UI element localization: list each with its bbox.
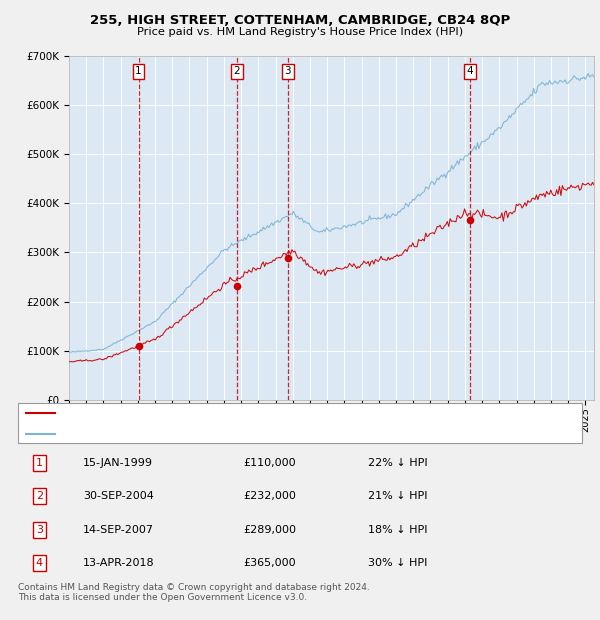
- Text: HPI: Average price, detached house, South Cambridgeshire: HPI: Average price, detached house, Sout…: [60, 430, 356, 440]
- Text: 30-SEP-2004: 30-SEP-2004: [83, 492, 154, 502]
- FancyBboxPatch shape: [18, 403, 582, 443]
- Text: 1: 1: [135, 66, 142, 76]
- Text: Contains HM Land Registry data © Crown copyright and database right 2024.: Contains HM Land Registry data © Crown c…: [18, 583, 370, 592]
- Text: 15-JAN-1999: 15-JAN-1999: [83, 458, 153, 468]
- Text: 21% ↓ HPI: 21% ↓ HPI: [368, 492, 427, 502]
- Text: 13-APR-2018: 13-APR-2018: [83, 558, 154, 568]
- Text: 30% ↓ HPI: 30% ↓ HPI: [368, 558, 427, 568]
- Text: 3: 3: [284, 66, 291, 76]
- Text: £289,000: £289,000: [244, 525, 296, 534]
- Text: 14-SEP-2007: 14-SEP-2007: [83, 525, 154, 534]
- Text: 1: 1: [36, 458, 43, 468]
- Text: 2: 2: [233, 66, 240, 76]
- Text: This data is licensed under the Open Government Licence v3.0.: This data is licensed under the Open Gov…: [18, 593, 307, 603]
- Text: 4: 4: [36, 558, 43, 568]
- Text: 4: 4: [466, 66, 473, 76]
- Text: Price paid vs. HM Land Registry's House Price Index (HPI): Price paid vs. HM Land Registry's House …: [137, 27, 463, 37]
- Text: 3: 3: [36, 525, 43, 534]
- Text: 18% ↓ HPI: 18% ↓ HPI: [368, 525, 427, 534]
- Text: 22% ↓ HPI: 22% ↓ HPI: [368, 458, 427, 468]
- Text: 255, HIGH STREET, COTTENHAM, CAMBRIDGE, CB24 8QP: 255, HIGH STREET, COTTENHAM, CAMBRIDGE, …: [90, 14, 510, 27]
- Text: £232,000: £232,000: [244, 492, 296, 502]
- Text: £365,000: £365,000: [244, 558, 296, 568]
- Text: 2: 2: [36, 492, 43, 502]
- Text: £110,000: £110,000: [244, 458, 296, 468]
- Text: 255, HIGH STREET, COTTENHAM, CAMBRIDGE, CB24 8QP (detached house): 255, HIGH STREET, COTTENHAM, CAMBRIDGE, …: [60, 408, 436, 418]
